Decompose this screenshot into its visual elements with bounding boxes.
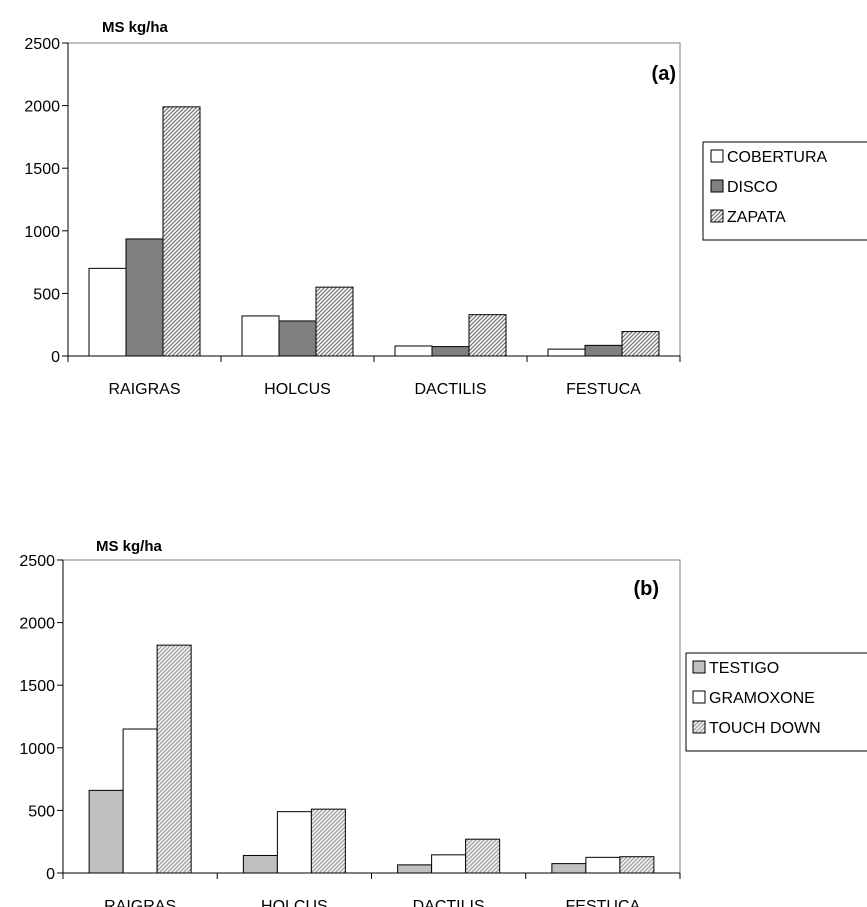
chart-a-y-tick-label: 500	[33, 286, 60, 303]
chart-b-y-tick-label: 1000	[19, 741, 55, 758]
chart-b-bar-touch-down	[465, 838, 501, 874]
chart-a-y-tick-label: 1000	[24, 224, 60, 241]
chart-a-bar-zapata	[162, 106, 201, 357]
chart-a-bar-disco	[431, 346, 470, 357]
chart-b-x-tick-labels: RAIGRAS HOLCUS DACTILIS FESTUCA	[104, 898, 640, 907]
chart-b-bar-gramoxone	[585, 856, 621, 874]
chart-b-legend-swatch	[692, 660, 706, 674]
chart-a-bar-disco	[278, 320, 317, 357]
chart-b-bar-testigo	[397, 864, 433, 874]
chart-b-bars	[88, 644, 655, 874]
chart-b-bar-testigo	[551, 863, 587, 874]
chart-a-x-tick-label: FESTUCA	[566, 381, 641, 398]
chart-b-legend-label: GRAMOXONE	[709, 690, 815, 707]
chart-b-bar-testigo	[88, 789, 124, 874]
chart-b-legend-swatch	[692, 720, 706, 734]
chart-a-x-tick-label: RAIGRAS	[108, 381, 180, 398]
chart-a-legend: COBERTURA DISCO ZAPATA	[702, 141, 867, 241]
chart-a-bar-cobertura	[547, 348, 586, 357]
chart-b-legend-swatch	[692, 690, 706, 704]
chart-a: MS kg/ha (a) 0 500 1000 1500 2000 2500 RAIGRA…	[24, 19, 867, 398]
chart-a-legend-swatch	[710, 179, 724, 193]
chart-a-x-tick-label: DACTILIS	[414, 381, 486, 398]
chart-a-legend-label: ZAPATA	[727, 209, 786, 226]
chart-b-bar-gramoxone	[122, 728, 158, 874]
chart-b-y-axis-title: MS kg/ha	[96, 538, 163, 555]
chart-a-bar-cobertura	[88, 267, 127, 357]
chart-b-legend-label: TOUCH DOWN	[709, 720, 821, 737]
chart-b-x-tick-label: HOLCUS	[261, 898, 328, 907]
chart-a-axis-ticks: 0 500 1000 1500 2000 2500	[24, 36, 681, 366]
chart-b-bar-testigo	[242, 854, 278, 874]
chart-a-bar-cobertura	[241, 315, 280, 357]
chart-a-bars	[88, 106, 660, 357]
chart-b-x-tick-label: DACTILIS	[413, 898, 485, 907]
chart-a-bar-disco	[584, 344, 623, 357]
chart-a-y-tick-label: 1500	[24, 161, 60, 178]
chart-b-x-tick-label: FESTUCA	[566, 898, 641, 907]
chart-b-x-tick-label: RAIGRAS	[104, 898, 176, 907]
chart-b-y-tick-label: 2000	[19, 616, 55, 633]
chart-a-legend-box	[702, 141, 867, 241]
chart-a-bar-zapata	[315, 286, 354, 357]
chart-a-y-axis-title: MS kg/ha	[102, 19, 169, 36]
chart-b: MS kg/ha (b) 0 500 1000 1500 2000 2500 RAIGRA…	[19, 538, 867, 907]
chart-b-y-tick-label: 500	[28, 803, 55, 820]
chart-a-y-tick-label: 2000	[24, 99, 60, 116]
chart-b-panel-label: (b)	[633, 578, 659, 600]
chart-b-bar-touch-down	[310, 808, 346, 874]
chart-a-x-tick-labels: RAIGRAS HOLCUS DACTILIS FESTUCA	[108, 381, 641, 398]
chart-a-y-tick-label: 2500	[24, 36, 60, 53]
chart-b-bar-touch-down	[156, 644, 192, 874]
chart-b-y-tick-label: 1500	[19, 678, 55, 695]
chart-a-panel-label: (a)	[652, 63, 676, 85]
chart-a-legend-label: DISCO	[727, 179, 778, 196]
chart-b-legend-label: TESTIGO	[709, 660, 779, 677]
chart-b-bar-gramoxone	[431, 854, 467, 874]
chart-a-bar-cobertura	[394, 345, 433, 357]
chart-b-y-tick-label: 2500	[19, 553, 55, 570]
chart-a-bar-zapata	[621, 331, 660, 357]
chart-b-y-tick-label: 0	[46, 866, 55, 883]
chart-b-bar-touch-down	[619, 856, 655, 874]
chart-b-bar-gramoxone	[276, 811, 312, 874]
chart-a-legend-swatch	[710, 209, 724, 223]
chart-a-legend-swatch	[710, 149, 724, 163]
chart-b-legend: TESTIGO GRAMOXONE TOUCH DOWN	[685, 652, 867, 752]
chart-a-legend-label: COBERTURA	[727, 149, 827, 166]
chart-a-x-tick-label: HOLCUS	[264, 381, 331, 398]
chart-b-legend-box	[685, 652, 867, 752]
chart-a-bar-disco	[125, 238, 164, 357]
chart-a-y-tick-label: 0	[51, 349, 60, 366]
chart-a-bar-zapata	[468, 314, 507, 357]
